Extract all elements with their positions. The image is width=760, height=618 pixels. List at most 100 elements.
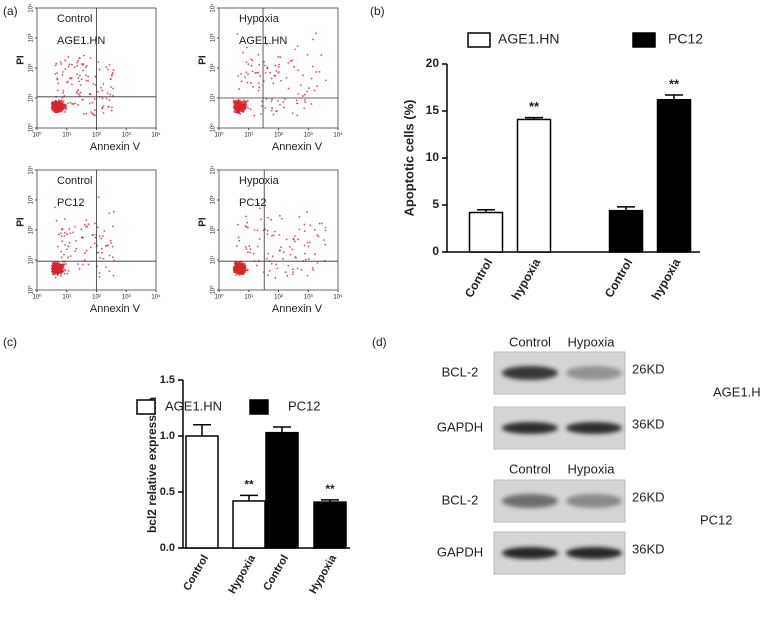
event-dot	[261, 100, 263, 103]
event-dot	[83, 223, 86, 226]
event-dot	[96, 226, 99, 229]
event-dot	[263, 60, 265, 63]
event-dot	[98, 68, 101, 71]
event-dot	[271, 107, 274, 109]
event-dot	[102, 257, 105, 260]
event-dot	[64, 106, 67, 109]
event-dot	[67, 65, 70, 68]
event-dot	[94, 75, 97, 78]
event-dot	[275, 263, 277, 266]
event-dot	[267, 252, 270, 255]
event-dot	[245, 71, 248, 74]
event-dot	[76, 65, 78, 67]
event-dot	[103, 229, 106, 232]
event-dot	[70, 76, 73, 79]
event-dot	[112, 87, 115, 90]
event-dot	[306, 53, 309, 56]
event-dot	[266, 257, 268, 260]
event-dot	[241, 268, 243, 270]
event-dot	[234, 271, 237, 274]
event-dot	[282, 257, 284, 260]
event-dot	[270, 109, 273, 112]
event-dot	[244, 103, 246, 106]
x-tick-label: 10⁴	[333, 132, 343, 139]
panel-label: (d)	[372, 335, 387, 349]
cell-line-label: AGE1.HN	[713, 384, 760, 399]
protein-label: BCL-2	[442, 364, 479, 379]
event-dot	[111, 106, 113, 109]
event-dot	[257, 71, 260, 74]
event-dot	[236, 112, 239, 114]
event-dot	[245, 215, 247, 218]
event-dot	[92, 113, 94, 115]
event-dot	[61, 110, 63, 113]
event-dot	[106, 92, 109, 95]
column-label: Hypoxia	[568, 334, 616, 349]
event-dot	[304, 258, 307, 261]
event-dot	[108, 99, 111, 102]
event-dot	[238, 262, 241, 265]
event-dot	[272, 234, 275, 237]
event-dot	[76, 61, 79, 64]
event-dot	[298, 228, 301, 231]
event-dot	[80, 228, 83, 231]
event-dot	[77, 93, 80, 96]
event-dot	[98, 235, 101, 237]
event-dot	[55, 268, 58, 271]
event-dot	[257, 202, 260, 205]
legend-swatch	[467, 32, 491, 48]
x-tick-label: Control	[181, 553, 211, 593]
event-dot	[57, 265, 60, 268]
event-dot	[324, 243, 327, 246]
event-dot	[238, 112, 241, 115]
event-dot	[66, 81, 68, 84]
blot-band	[566, 547, 622, 559]
event-dot	[72, 231, 75, 234]
event-dot	[65, 263, 67, 265]
event-dot	[246, 81, 249, 84]
x-tick-label: Control	[462, 256, 495, 300]
event-dot	[287, 62, 290, 64]
event-dot	[89, 111, 92, 113]
event-dot	[111, 73, 114, 76]
event-dot	[232, 101, 235, 104]
event-dot	[63, 231, 66, 234]
event-dot	[77, 59, 80, 62]
event-dot	[66, 233, 68, 236]
event-dot	[58, 102, 60, 104]
event-dot	[77, 89, 80, 92]
x-tick-label: 10⁴	[333, 294, 343, 301]
event-dot	[74, 239, 77, 242]
event-dot	[309, 224, 312, 227]
bar	[313, 501, 347, 549]
event-dot	[79, 203, 82, 206]
event-dot	[303, 223, 306, 226]
event-dot	[94, 114, 97, 117]
event-dot	[292, 271, 294, 273]
event-dot	[84, 252, 86, 254]
event-dot	[54, 276, 57, 279]
event-dot	[107, 68, 110, 71]
y-tick-label: 10¹	[211, 94, 217, 103]
event-dot	[323, 239, 325, 241]
event-dot	[306, 211, 308, 214]
event-dot	[81, 98, 84, 101]
event-dot	[68, 241, 71, 244]
event-dot	[69, 232, 72, 235]
event-dot	[237, 74, 240, 77]
bar	[468, 211, 504, 253]
event-dot	[298, 215, 301, 218]
event-dot	[108, 270, 111, 273]
event-dot	[257, 89, 260, 92]
condition-label: Control	[57, 13, 92, 25]
event-dot	[60, 102, 62, 105]
significance-label: **	[669, 76, 680, 91]
event-dot	[54, 64, 57, 67]
event-dot	[260, 113, 262, 115]
event-dot	[51, 273, 54, 275]
event-dot	[291, 112, 294, 115]
event-dot	[232, 100, 235, 102]
event-dot	[52, 110, 55, 113]
event-dot	[303, 93, 306, 96]
